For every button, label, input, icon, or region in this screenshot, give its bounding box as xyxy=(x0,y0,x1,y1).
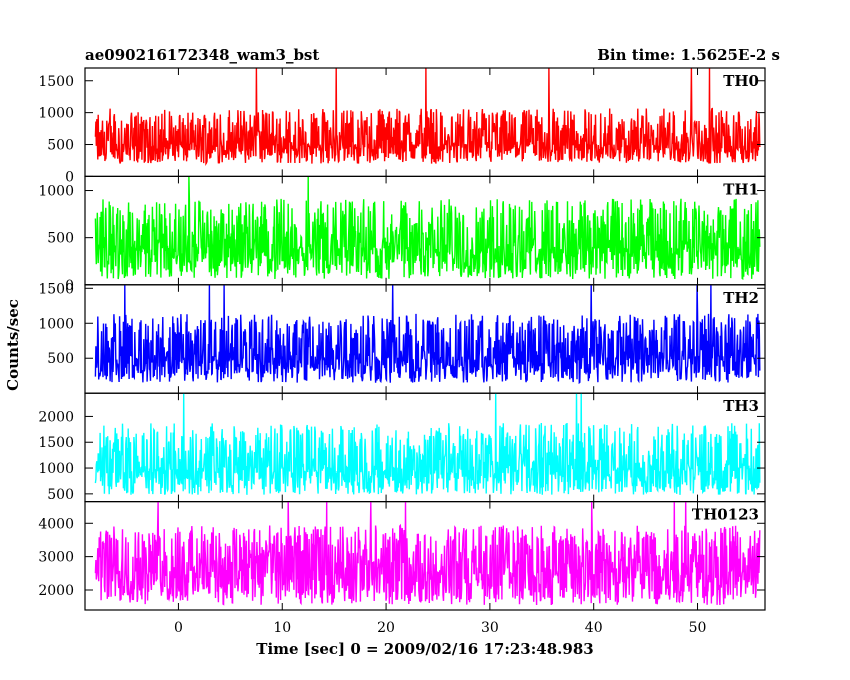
y-tick-label: 500 xyxy=(47,351,74,367)
panel-th0: 0 500 1000 1500 TH0 xyxy=(38,67,766,185)
series-th3-trace xyxy=(94,393,761,495)
chart-title: ae090216172348_wam3_bst xyxy=(85,46,319,64)
panel-label-th0: TH0 xyxy=(723,72,759,90)
x-tick-label: 50 xyxy=(689,620,707,636)
y-tick-label: 2000 xyxy=(38,409,74,425)
y-tick-label: 0 xyxy=(65,278,74,294)
y-tick-label: 1000 xyxy=(38,461,74,477)
panel-th2: 500 1000 1500 TH2 xyxy=(38,281,766,394)
y-tick-label: 2000 xyxy=(38,583,74,599)
y-tick-label: 4000 xyxy=(38,516,74,532)
x-tick-label: 0 xyxy=(174,620,183,636)
y-tick-label: 1000 xyxy=(38,316,74,332)
x-tick-label: 20 xyxy=(377,620,395,636)
x-tick-label: 30 xyxy=(481,620,499,636)
panels-group: 0 500 1000 1500 TH0 0 500 1000 TH1 500 1000 1500 TH2… xyxy=(38,67,766,611)
panel-th3: 500 1000 1500 2000 TH3 xyxy=(38,392,766,503)
y-tick-label: 1500 xyxy=(38,435,74,451)
y-tick-label: 0 xyxy=(65,169,74,185)
y-tick-label: 1000 xyxy=(38,106,74,122)
x-tick-label: 40 xyxy=(585,620,603,636)
y-tick-label: 500 xyxy=(47,231,74,247)
panel-label-th1: TH1 xyxy=(723,180,759,198)
series-th2-trace xyxy=(94,284,761,385)
series-th0123-trace xyxy=(94,501,761,606)
y-tick-label: 500 xyxy=(47,138,74,154)
panel-th1: 0 500 1000 TH1 xyxy=(38,175,766,294)
panel-frame xyxy=(84,501,766,611)
y-tick-label: 1500 xyxy=(38,74,74,90)
y-tick-label: 3000 xyxy=(38,550,74,566)
bin-time-label: Bin time: 1.5625E-2 s xyxy=(597,46,780,64)
panel-th0123: 2000 3000 4000 TH0123 xyxy=(38,501,766,611)
panel-label-th3: TH3 xyxy=(723,397,759,415)
series-th1-trace xyxy=(94,176,761,281)
y-tick-label: 500 xyxy=(47,487,74,503)
x-axis-ticks: 0 10 20 30 40 50 xyxy=(174,620,706,636)
y-axis-label: Counts/sec xyxy=(4,299,22,391)
panel-label-th0123: TH0123 xyxy=(692,506,759,524)
panel-label-th2: TH2 xyxy=(723,289,759,307)
y-tick-label: 1500 xyxy=(38,281,74,297)
series-th0-trace xyxy=(94,67,761,167)
y-tick-label: 1000 xyxy=(38,184,74,200)
x-axis-label: Time [sec] 0 = 2009/02/16 17:23:48.983 xyxy=(256,640,593,658)
x-tick-label: 10 xyxy=(273,620,291,636)
